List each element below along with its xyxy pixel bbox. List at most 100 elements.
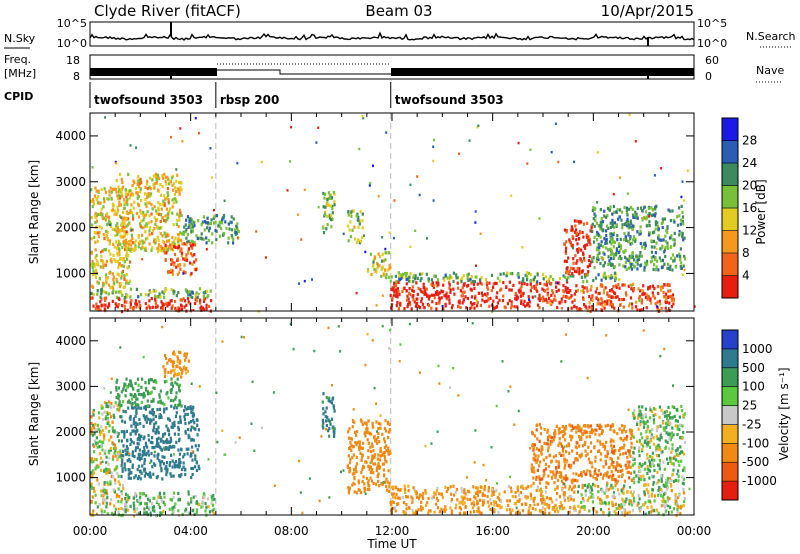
data-cell: [128, 221, 131, 225]
data-cell: [123, 226, 126, 230]
data-cell: [156, 247, 159, 251]
data-cell: [667, 262, 670, 266]
data-cell: [93, 264, 96, 269]
data-cell: [115, 385, 118, 389]
data-cell: [552, 298, 556, 302]
data-cell: [153, 239, 156, 243]
data-cell: [433, 491, 436, 495]
data-cell: [646, 297, 649, 301]
data-cell: [95, 458, 98, 462]
data-cell: [543, 282, 546, 287]
data-cell: [545, 298, 548, 302]
data-cell: [111, 420, 114, 424]
data-cell: [170, 404, 173, 408]
data-cell: [106, 512, 109, 516]
data-cell: [568, 269, 571, 273]
data-cell: [222, 214, 225, 218]
data-cell: [132, 418, 135, 422]
data-cell: [177, 271, 180, 275]
data-cell: [611, 305, 614, 309]
data-cell: [577, 423, 580, 428]
data-cell: [214, 228, 217, 233]
data-cell: [518, 281, 521, 285]
data-cell: [150, 459, 153, 463]
data-cell: [625, 497, 628, 501]
data-cell: [92, 202, 96, 206]
data-cell: [96, 505, 99, 509]
data-cell: [124, 508, 128, 512]
data-cell: [101, 212, 104, 216]
data-cell: [421, 496, 424, 501]
data-cell: [657, 511, 660, 515]
data-cell: [328, 426, 331, 431]
data-cell: [412, 298, 415, 302]
data-cell: [100, 430, 103, 434]
data-cell: [632, 282, 635, 286]
data-cell: [661, 225, 664, 230]
data-cell: [140, 406, 143, 410]
data-cell: [425, 503, 428, 507]
data-cell: [525, 303, 529, 307]
nave-label: Nave: [756, 64, 784, 77]
data-cell: [119, 452, 122, 456]
data-cell: [375, 270, 378, 274]
data-cell: [376, 457, 379, 461]
data-cell: [396, 291, 399, 295]
data-cell: [103, 482, 106, 486]
data-cell: [522, 291, 525, 295]
data-cell: [660, 288, 663, 292]
data-cell: [535, 477, 538, 481]
data-cell: [442, 276, 445, 280]
data-cell: [174, 236, 177, 240]
data-cell: [368, 465, 372, 469]
data-cell: [604, 472, 607, 476]
data-cell: [380, 274, 383, 278]
data-cell: [514, 297, 517, 301]
data-cell: [648, 510, 651, 515]
data-cell: [139, 209, 142, 213]
data-cell: [590, 488, 594, 492]
data-cell: [94, 501, 97, 505]
data-cell: [106, 460, 109, 464]
data-cell: [683, 199, 686, 202]
data-cell: [660, 266, 663, 270]
data-cell: [483, 484, 486, 489]
data-cell: [493, 503, 496, 507]
data-cell: [93, 432, 96, 436]
data-cell: [164, 214, 167, 218]
data-cell: [342, 232, 345, 236]
data-cell: [578, 269, 581, 273]
data-cell: [581, 486, 584, 490]
data-cell: [154, 289, 157, 293]
data-cell: [550, 497, 553, 501]
data-cell: [645, 259, 649, 263]
data-cell: [461, 301, 464, 305]
data-cell: [496, 276, 499, 280]
data-cell: [643, 490, 646, 494]
data-cell: [525, 496, 528, 500]
data-cell: [407, 279, 410, 283]
data-cell: [521, 484, 524, 488]
data-cell: [548, 496, 551, 501]
data-cell: [586, 452, 589, 456]
data-cell: [172, 399, 175, 403]
data-cell: [476, 494, 480, 498]
data-cell: [159, 389, 162, 393]
data-cell: [582, 297, 585, 301]
data-cell: [159, 203, 162, 207]
data-cell: [115, 304, 118, 308]
data-cell: [164, 368, 167, 372]
data-cell: [185, 253, 188, 257]
data-cell: [138, 435, 141, 439]
data-cell: [609, 456, 612, 461]
data-cell: [490, 289, 493, 293]
data-cell: [185, 218, 188, 222]
data-cell: [354, 430, 357, 434]
data-cell: [633, 499, 636, 503]
data-cell: [324, 205, 327, 209]
data-cell: [610, 253, 613, 257]
data-cell: [676, 448, 679, 452]
data-cell: [154, 182, 157, 186]
data-cell: [331, 207, 334, 211]
data-cell: [167, 239, 171, 243]
